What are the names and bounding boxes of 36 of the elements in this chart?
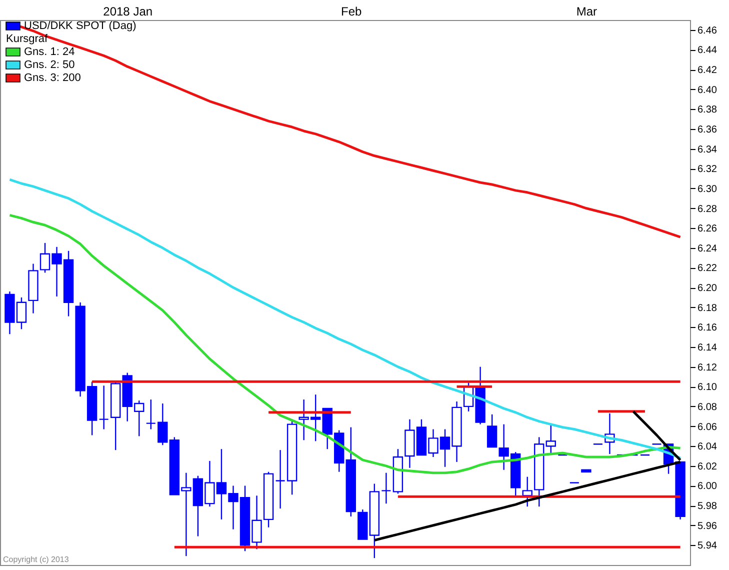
y-tick-label: 6.34 bbox=[698, 144, 718, 156]
y-tick-label: 6.12 bbox=[698, 362, 718, 374]
y-tick-label: 6.26 bbox=[698, 224, 718, 235]
y-tick-label: 6.44 bbox=[698, 45, 718, 56]
y-tick-label: 6.24 bbox=[698, 243, 718, 254]
y-tick-label: 6.32 bbox=[698, 164, 718, 176]
x-tick-label: Mar bbox=[576, 4, 598, 18]
y-tick-label: 5.98 bbox=[698, 501, 718, 512]
legend-label: Gns. 3: 200 bbox=[24, 72, 81, 84]
y-tick-label: 6.36 bbox=[698, 124, 718, 136]
y-tick-label: 6.42 bbox=[698, 65, 718, 76]
x-tick-label: 2018 Jan bbox=[103, 4, 153, 18]
y-tick-label: 6.10 bbox=[698, 382, 718, 394]
y-tick-label: 6.40 bbox=[698, 84, 718, 96]
annotation: Copyright (c) 2013 bbox=[3, 555, 70, 564]
y-tick-label: 6.28 bbox=[698, 204, 718, 215]
y-tick-label: 6.06 bbox=[698, 422, 718, 433]
y-tick-label: 6.38 bbox=[698, 104, 718, 116]
y-tick-label: 6.08 bbox=[698, 402, 718, 413]
legend-label: Gns. 2: 50 bbox=[24, 59, 75, 71]
legend-title: Kursgraf bbox=[6, 33, 49, 45]
y-tick-label: 6.18 bbox=[698, 302, 718, 314]
y-tick-label: 6.22 bbox=[698, 263, 718, 274]
legend-label: Gns. 1: 24 bbox=[24, 46, 75, 58]
y-tick-label: 6.14 bbox=[698, 342, 718, 354]
y-tick-label: 6.00 bbox=[698, 481, 718, 492]
legend-label: USD/DKK SPOT (Dag) bbox=[24, 20, 136, 32]
y-tick-label: 6.16 bbox=[698, 322, 718, 334]
y-tick-label: 6.46 bbox=[698, 25, 718, 36]
y-tick-label: 6.30 bbox=[698, 184, 718, 195]
y-tick-label: 5.96 bbox=[698, 520, 718, 532]
y-tick-label: 6.20 bbox=[698, 283, 718, 294]
y-tick-label: 6.02 bbox=[698, 461, 718, 472]
x-tick-label: Feb bbox=[341, 4, 362, 18]
y-tick-label: 5.94 bbox=[698, 540, 718, 552]
y-tick-label: 6.04 bbox=[698, 442, 718, 453]
